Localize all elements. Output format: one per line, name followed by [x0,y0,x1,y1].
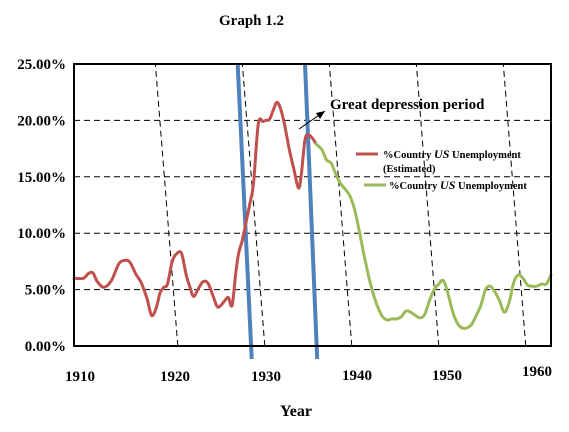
annotation-arrowhead [316,111,325,119]
x-tick-label: 1950 [432,368,462,384]
grid-lines [74,63,551,347]
x-tick-label: 1910 [65,369,95,385]
y-tick-label: 15.00% [17,170,66,186]
period-boundary-line [235,63,254,360]
y-tick-label: 10.00% [17,226,66,242]
v-grid-line [502,63,527,347]
depression-period-lines [235,63,320,360]
x-axis-label: Year [280,403,312,420]
v-grid-line [241,63,266,347]
plot-frame [73,63,552,347]
y-axis-ticks: 0.00% 5.00% 10.00% 15.00% 20.00% 25.00% [17,57,66,355]
x-tick-label: 1930 [251,369,281,385]
x-axis-ticks: 1910 1920 1930 1940 1950 1960 [65,364,552,385]
legend-label-suffix: (Estimated) [383,164,436,175]
y-tick-label: 5.00% [25,283,66,299]
y-tick-label: 20.00% [17,113,66,129]
v-grid-line [328,63,353,347]
series-lines [72,100,553,330]
x-tick-label: 1940 [342,368,372,384]
x-tick-label: 1920 [160,369,190,385]
series-line-estimated [72,100,318,318]
chart-title: Graph 1.2 [219,13,284,29]
series-line-actual [314,142,553,330]
legend-label: %Country US Unemployment [389,178,527,192]
x-tick-label: 1960 [522,364,552,380]
annotation: Great depression period [298,97,485,130]
annotation-text: Great depression period [330,97,485,113]
y-tick-label: 25.00% [17,57,66,73]
y-tick-label: 0.00% [25,339,66,355]
legend: %Country US Unemployment (Estimated) %Coun… [356,147,527,192]
period-boundary-line [303,63,320,360]
v-grid-line [415,63,440,347]
v-grid-line [154,63,179,347]
legend-label: %Country US Unemployment [383,147,521,161]
